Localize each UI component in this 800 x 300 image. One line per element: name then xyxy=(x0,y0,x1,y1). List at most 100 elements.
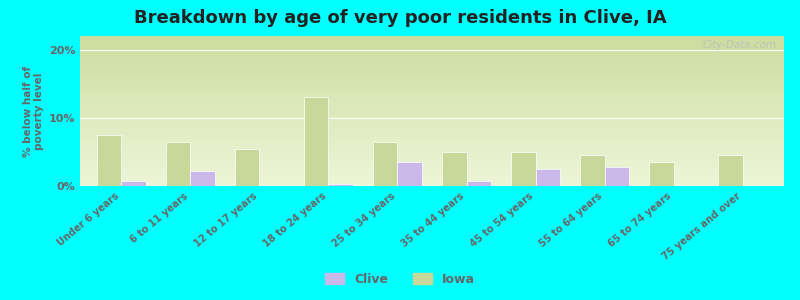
Bar xyxy=(80,64,784,65)
Bar xyxy=(80,65,784,66)
Bar xyxy=(80,169,784,170)
Bar xyxy=(466,181,490,186)
Bar xyxy=(80,57,784,58)
Bar xyxy=(80,179,784,180)
Bar xyxy=(80,118,784,119)
Bar xyxy=(80,109,784,110)
Bar xyxy=(80,46,784,47)
Bar xyxy=(80,183,784,184)
Bar xyxy=(80,172,784,173)
Bar xyxy=(80,74,784,75)
Bar xyxy=(122,181,146,186)
Bar xyxy=(80,142,784,143)
Bar xyxy=(80,62,784,63)
Bar xyxy=(80,53,784,54)
Bar xyxy=(80,87,784,88)
Bar xyxy=(80,99,784,100)
Bar xyxy=(80,61,784,62)
Bar xyxy=(80,184,784,185)
Bar xyxy=(80,44,784,45)
Bar xyxy=(80,163,784,164)
Bar xyxy=(80,52,784,53)
Bar xyxy=(80,45,784,46)
Bar xyxy=(80,128,784,129)
Bar xyxy=(80,157,784,158)
Bar xyxy=(80,91,784,92)
Bar xyxy=(80,167,784,168)
Bar xyxy=(80,137,784,138)
Bar xyxy=(80,76,784,77)
Bar xyxy=(80,162,784,163)
Bar xyxy=(80,127,784,128)
Bar xyxy=(80,133,784,134)
Bar xyxy=(605,167,629,186)
Bar xyxy=(80,178,784,179)
Bar xyxy=(80,176,784,177)
Bar xyxy=(80,60,784,61)
Bar xyxy=(80,85,784,86)
Bar xyxy=(650,162,674,186)
Bar xyxy=(80,160,784,161)
Bar xyxy=(718,155,742,186)
Bar xyxy=(80,106,784,107)
Bar xyxy=(80,166,784,167)
Bar xyxy=(80,88,784,89)
Bar xyxy=(80,131,784,132)
Bar xyxy=(80,116,784,117)
Bar xyxy=(80,185,784,186)
Bar xyxy=(80,39,784,40)
Bar xyxy=(80,114,784,115)
Bar xyxy=(80,93,784,94)
Bar xyxy=(80,169,784,170)
Bar xyxy=(80,63,784,64)
Bar xyxy=(535,169,560,186)
Bar xyxy=(80,175,784,176)
Bar xyxy=(80,72,784,73)
Bar xyxy=(80,171,784,172)
Bar xyxy=(80,94,784,95)
Bar xyxy=(166,142,190,186)
Bar xyxy=(80,92,784,93)
Bar xyxy=(80,77,784,78)
Bar xyxy=(80,156,784,157)
Bar xyxy=(80,108,784,109)
Bar xyxy=(80,119,784,120)
Bar xyxy=(80,90,784,91)
Bar xyxy=(80,144,784,145)
Text: Breakdown by age of very poor residents in Clive, IA: Breakdown by age of very poor residents … xyxy=(134,9,666,27)
Bar xyxy=(80,140,784,141)
Bar xyxy=(80,146,784,147)
Bar xyxy=(80,37,784,38)
Bar xyxy=(80,81,784,82)
Bar xyxy=(80,130,784,131)
Bar xyxy=(80,120,784,121)
Bar xyxy=(80,182,784,183)
Bar xyxy=(80,51,784,52)
Bar xyxy=(80,100,784,101)
Bar xyxy=(80,36,784,37)
Bar xyxy=(80,124,784,125)
Bar xyxy=(98,135,122,186)
Bar xyxy=(80,54,784,55)
Bar xyxy=(80,152,784,153)
Bar xyxy=(80,84,784,85)
Bar xyxy=(80,59,784,60)
Y-axis label: % below half of
poverty level: % below half of poverty level xyxy=(23,65,45,157)
Text: City-Data.com: City-Data.com xyxy=(703,40,777,50)
Bar xyxy=(304,98,329,186)
Bar xyxy=(80,159,784,160)
Bar xyxy=(80,151,784,152)
Bar xyxy=(80,58,784,59)
Bar xyxy=(80,121,784,122)
Bar xyxy=(80,75,784,76)
Bar xyxy=(80,69,784,70)
Bar xyxy=(80,102,784,103)
Bar xyxy=(80,148,784,149)
Legend: Clive, Iowa: Clive, Iowa xyxy=(320,268,480,291)
Bar xyxy=(80,138,784,139)
Bar xyxy=(80,100,784,101)
Bar xyxy=(80,180,784,181)
Bar xyxy=(80,103,784,104)
Bar xyxy=(80,136,784,137)
Bar xyxy=(80,55,784,56)
